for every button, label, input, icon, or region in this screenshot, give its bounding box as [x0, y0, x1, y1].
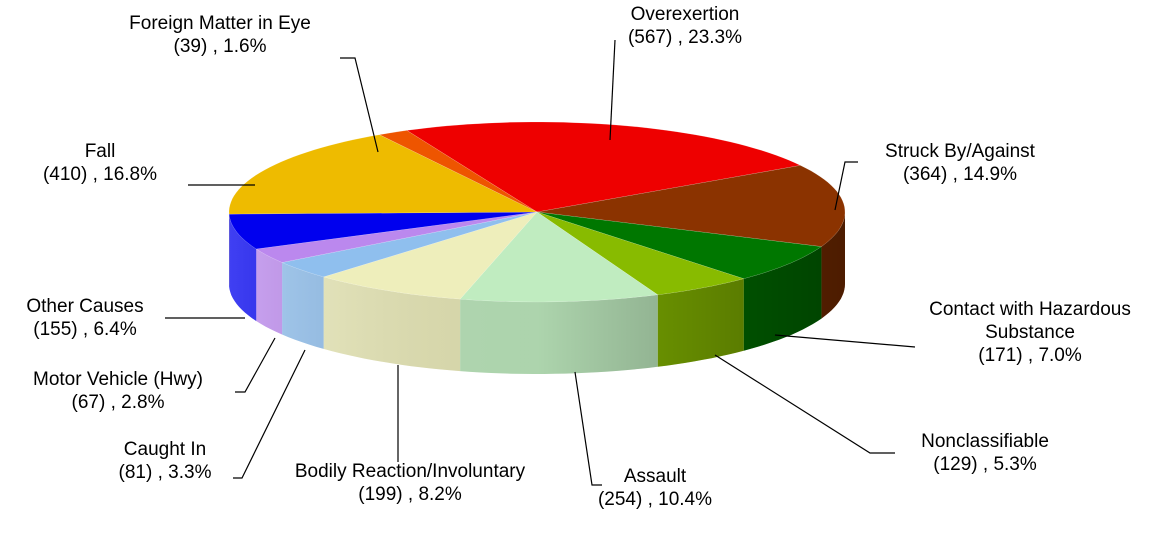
value-label: (129) , 5.3%	[933, 454, 1037, 475]
category-label: Overexertion	[630, 4, 740, 25]
slice	[536, 165, 846, 247]
slice-label: Struck By/Against (364) , 14.9%	[780, 140, 1140, 186]
slice-label: Other Causes (155) , 6.4%	[0, 295, 265, 341]
value-label: (199) , 8.2%	[358, 484, 462, 505]
value-label: (67) , 2.8%	[71, 392, 165, 413]
slice	[322, 211, 538, 300]
slice	[536, 211, 823, 279]
leader-line	[574, 371, 602, 486]
slice	[228, 211, 538, 250]
slice	[536, 211, 745, 296]
category-label: Contact with Hazardous Substance	[929, 299, 1131, 343]
slice-side-shade	[657, 278, 744, 367]
slice-side-shade	[256, 249, 283, 335]
value-label: (254) , 10.4%	[597, 489, 713, 510]
category-label: Bodily Reaction/Involuntary	[294, 461, 526, 482]
category-label: Caught In	[123, 439, 207, 460]
category-label: Motor Vehicle (Hwy)	[33, 369, 203, 390]
slice	[281, 211, 538, 278]
leader-line	[834, 161, 858, 211]
value-label: (567) , 23.3%	[627, 27, 743, 48]
category-label: Struck By/Against	[885, 141, 1035, 162]
slice-side-shade	[323, 276, 461, 372]
slice	[459, 211, 659, 303]
slice-side-shade	[743, 246, 822, 351]
slice-label: Overexertion (567) , 23.3%	[505, 3, 865, 49]
slice-label: Fall (410) , 16.8%	[0, 140, 280, 186]
slice-label: Assault (254) , 10.4%	[475, 465, 835, 511]
leader-line	[774, 334, 916, 348]
slice	[378, 130, 538, 213]
value-label: (410) , 16.8%	[42, 164, 158, 185]
leader-line	[233, 349, 306, 479]
slice-side-shade	[821, 212, 845, 319]
leader-line	[235, 337, 276, 393]
slice-side-shade	[282, 262, 324, 349]
slice	[228, 134, 538, 215]
leader-line	[714, 354, 895, 454]
slice-side-shade	[460, 294, 658, 374]
slice-label: Foreign Matter in Eye (39) , 1.6%	[40, 12, 400, 58]
slice-label: Motor Vehicle (Hwy) (67) , 2.8%	[0, 368, 298, 414]
slice-label: Nonclassifiable (129) , 5.3%	[805, 430, 1157, 476]
category-label: Fall	[84, 141, 116, 162]
slice	[255, 211, 538, 263]
slice-label: Caught In (81) , 3.3%	[0, 438, 345, 484]
category-label: Foreign Matter in Eye	[129, 13, 311, 34]
slice-label: Contact with Hazardous Substance (171) , …	[905, 298, 1155, 367]
value-label: (364) , 14.9%	[902, 164, 1018, 185]
category-label: Other Causes	[26, 296, 144, 317]
category-label: Nonclassifiable	[921, 431, 1049, 452]
slice-label: Bodily Reaction/Involuntary (199) , 8.2%	[290, 460, 530, 506]
leader-line	[340, 57, 379, 153]
value-label: (81) , 3.3%	[118, 462, 212, 483]
slice-side-shade	[229, 214, 257, 321]
category-label: Assault	[623, 466, 687, 487]
slice	[406, 121, 802, 213]
value-label: (155) , 6.4%	[33, 319, 137, 340]
value-label: (171) , 7.0%	[978, 345, 1082, 366]
leader-line	[609, 39, 616, 141]
value-label: (39) , 1.6%	[173, 36, 267, 57]
